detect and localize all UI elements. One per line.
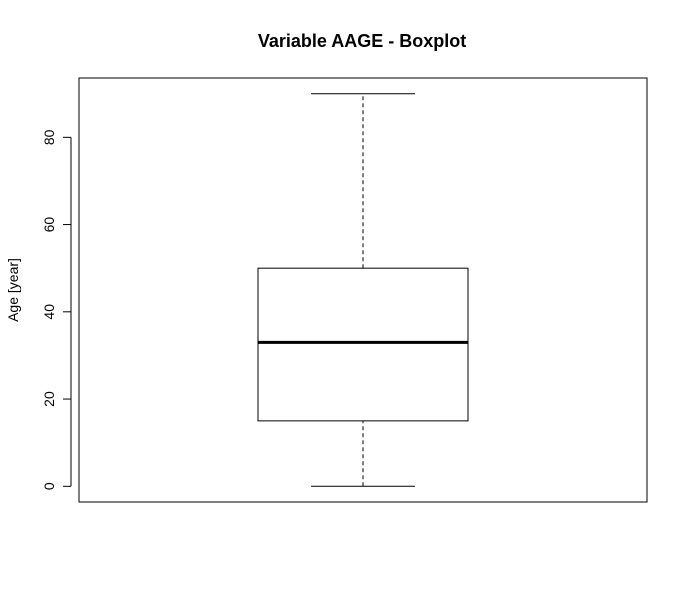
chart-title: Variable AAGE - Boxplot (258, 31, 466, 51)
y-axis-title: Age [year] (5, 258, 21, 322)
y-tick-label: 60 (41, 217, 57, 233)
y-tick-label: 0 (41, 482, 57, 490)
boxplot (257, 93, 469, 487)
y-axis: 0 20 40 60 80 (41, 129, 72, 490)
y-tick-label: 20 (41, 391, 57, 407)
y-tick-label: 80 (41, 129, 57, 145)
plot-area-frame (78, 77, 648, 503)
interquartile-box (257, 267, 469, 422)
y-tick-label: 40 (41, 304, 57, 320)
